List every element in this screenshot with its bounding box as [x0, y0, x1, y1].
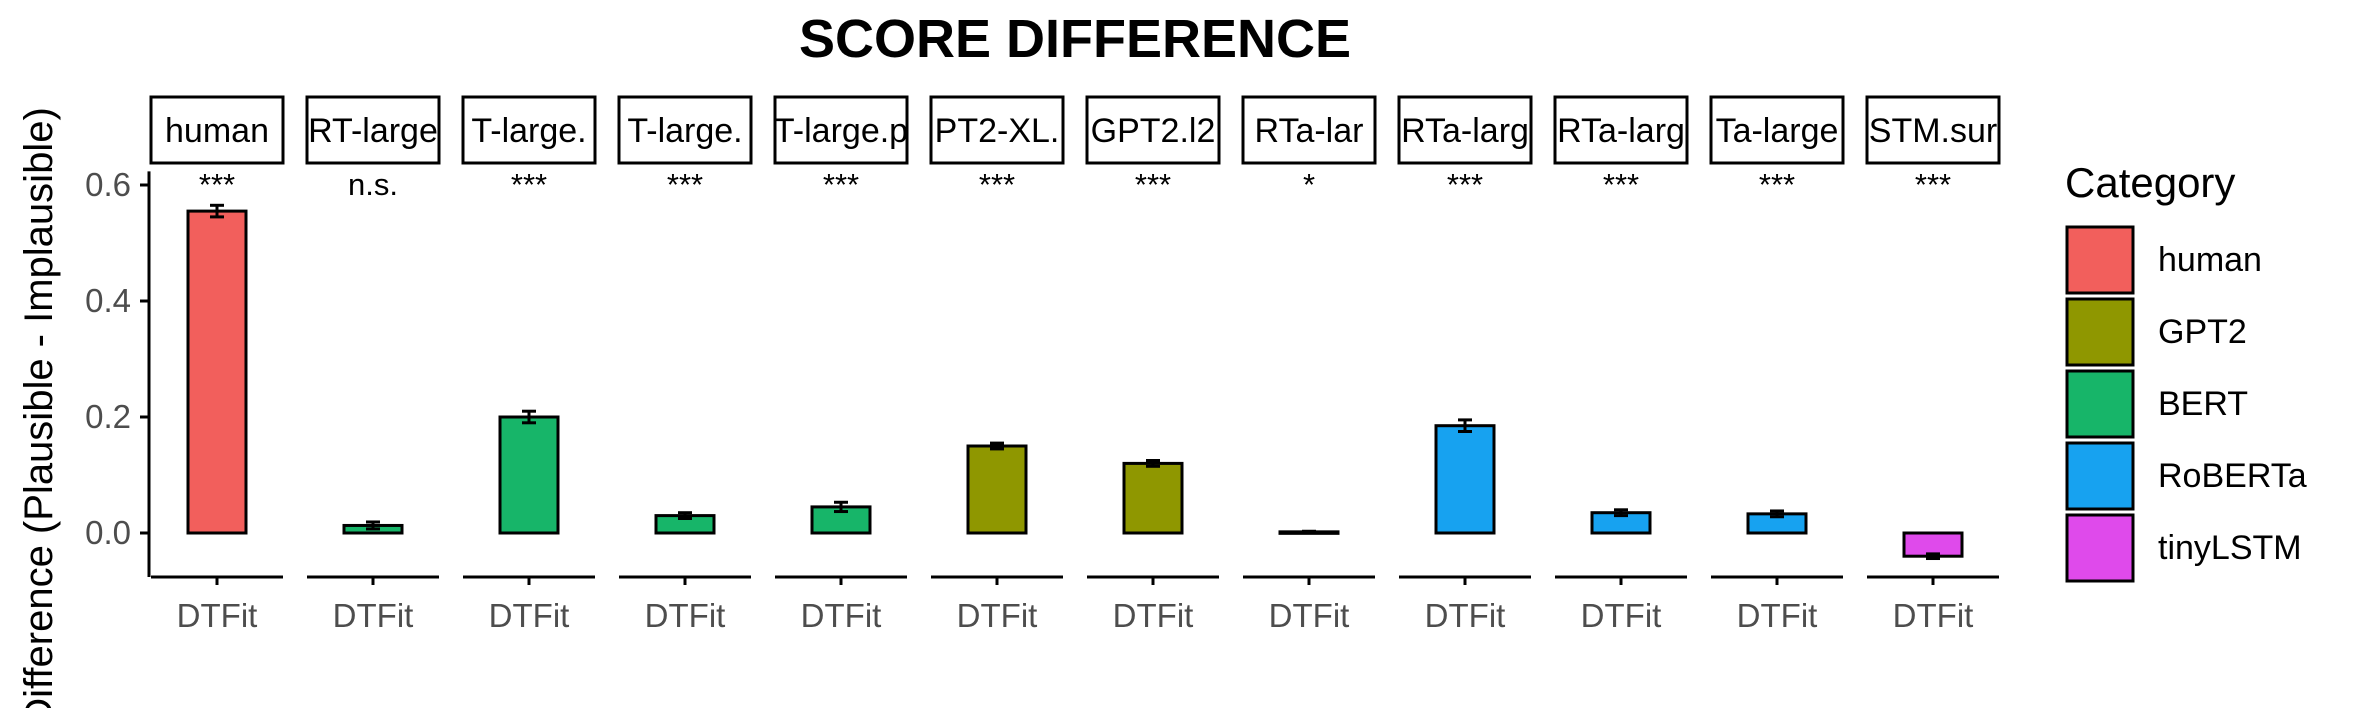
significance-label: ***	[667, 167, 703, 202]
facet-strip-label: GPT2.l2	[1091, 112, 1216, 150]
facet-panel: RTa-larg *** DTFit	[1553, 95, 1689, 634]
significance-label: ***	[823, 167, 859, 202]
legend-swatch	[2065, 297, 2135, 367]
facet-panel: human *** DTFit	[149, 95, 285, 634]
facet-strip	[773, 95, 909, 165]
x-tick-label: DTFit	[645, 597, 726, 634]
legend-label: RoBERTa	[2158, 457, 2307, 495]
facet-strip-label: RTa-larg	[1557, 112, 1685, 150]
x-tick-label: DTFit	[489, 597, 570, 634]
x-tick-label: DTFit	[1425, 597, 1506, 634]
facet-strip-label: Ta-large	[1716, 112, 1839, 150]
facet-strip-label: RTa-lar	[1255, 112, 1364, 150]
x-tick-label: DTFit	[1113, 597, 1194, 634]
x-tick-label: DTFit	[1893, 597, 1974, 634]
significance-label: ***	[1447, 167, 1483, 202]
bar	[1434, 424, 1496, 535]
facet-panel: RTa-larg *** DTFit	[1397, 95, 1533, 634]
facet-strip	[149, 95, 285, 165]
facet-panel: RTa-lar * DTFit	[1241, 95, 1377, 634]
legend-swatch	[2065, 441, 2135, 511]
facet-strip-label: T-large.	[471, 112, 586, 150]
x-tick-label: DTFit	[1581, 597, 1662, 634]
facet-strip-label: RT-large	[308, 112, 438, 150]
facet-strip-label: RTa-larg	[1401, 112, 1529, 150]
legend-swatch	[2065, 369, 2135, 439]
facet-strip	[1553, 95, 1689, 165]
facet-strip	[1709, 95, 1845, 165]
facet-panel: RT-large n.s. DTFit	[305, 95, 441, 634]
facet-strip	[305, 95, 441, 165]
facet-panel: PT2-XL. *** DTFit	[929, 95, 1065, 634]
facet-panel: GPT2.l2 *** DTFit	[1085, 95, 1221, 634]
x-tick-label: DTFit	[957, 597, 1038, 634]
y-axis-label: Difference (Plausible - Implausible)	[17, 107, 61, 708]
legend-swatch	[2065, 225, 2135, 295]
significance-label: ***	[1759, 167, 1795, 202]
facet-strip	[1085, 95, 1221, 165]
bar	[498, 415, 560, 535]
bar	[1122, 461, 1184, 535]
facet-strip-label: T-large.	[627, 112, 742, 150]
x-tick-label: DTFit	[333, 597, 414, 634]
y-axis: 0.0 0.2 0.4 0.6	[85, 166, 151, 577]
legend-label: BERT	[2158, 385, 2248, 423]
significance-label: ***	[979, 167, 1015, 202]
significance-label: ***	[1915, 167, 1951, 202]
y-tick-label: 0.0	[85, 514, 131, 551]
facet-panel: STM.sur *** DTFit	[1865, 95, 2001, 634]
facet-strip	[617, 95, 753, 165]
facet-panel: T-large. *** DTFit	[461, 95, 597, 634]
significance-label: ***	[1603, 167, 1639, 202]
bar	[966, 444, 1028, 535]
x-tick-label: DTFit	[177, 597, 258, 634]
facet-strip-label: PT2-XL.	[935, 112, 1060, 150]
facet-strip	[1865, 95, 2001, 165]
facet-panel: T-large. *** DTFit	[617, 95, 753, 634]
x-tick-label: DTFit	[1269, 597, 1350, 634]
facet-strip	[1397, 95, 1533, 165]
legend-label: tinyLSTM	[2158, 529, 2302, 567]
facets: human***DTFitRT-largen.s.DTFitT-large.**…	[149, 95, 2001, 634]
legend-label: GPT2	[2158, 313, 2247, 351]
facet-strip-label: T-large.p	[774, 112, 908, 150]
y-tick-label: 0.4	[85, 282, 131, 319]
legend-swatch	[2065, 513, 2135, 583]
facet-strip-label: human	[165, 112, 269, 150]
facet-strip	[461, 95, 597, 165]
bar	[186, 209, 248, 535]
facet-panel: Ta-large *** DTFit	[1709, 95, 1845, 634]
facet-strip	[929, 95, 1065, 165]
significance-label: ***	[1135, 167, 1171, 202]
legend: Category human GPT2 BERT RoBERTa tinyLSTM	[2065, 159, 2307, 583]
x-tick-label: DTFit	[801, 597, 882, 634]
facet-panel: T-large.p *** DTFit	[773, 95, 909, 634]
significance-label: n.s.	[348, 167, 398, 202]
legend-title: Category	[2065, 159, 2235, 206]
significance-label: *	[1303, 167, 1315, 202]
significance-label: ***	[199, 167, 235, 202]
y-tick-label: 0.6	[85, 166, 131, 203]
facet-strip-label: STM.sur	[1869, 112, 1997, 150]
x-tick-label: DTFit	[1737, 597, 1818, 634]
legend-label: human	[2158, 241, 2262, 279]
chart-title: SCORE DIFFERENCE	[799, 9, 1351, 69]
significance-label: ***	[511, 167, 547, 202]
facet-strip	[1241, 95, 1377, 165]
y-tick-label: 0.2	[85, 398, 131, 435]
